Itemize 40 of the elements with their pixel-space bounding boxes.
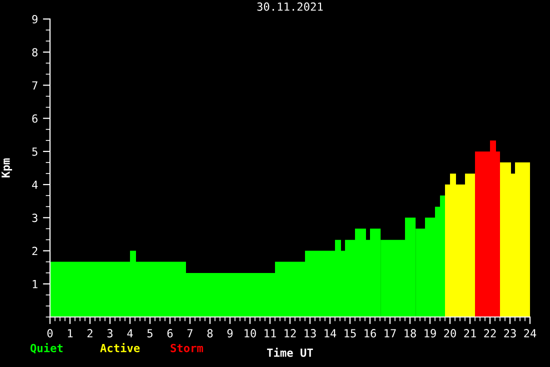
x-tick-label: 24 xyxy=(524,329,536,338)
x-tick-label: 10 xyxy=(244,329,256,338)
x-tick-label: 5 xyxy=(147,329,152,338)
x-axis-title: Time UT xyxy=(267,348,313,357)
x-tick-label: 13 xyxy=(304,329,316,338)
y-axis-title: Kpm xyxy=(2,158,12,178)
x-tick-label: 19 xyxy=(424,329,436,338)
x-tick-label: 0 xyxy=(47,329,53,338)
y-tick-label: 6 xyxy=(32,114,38,123)
y-tick-label: 5 xyxy=(32,148,38,156)
x-tick-label: 23 xyxy=(504,329,516,338)
x-tick-label: 18 xyxy=(404,329,416,338)
x-tick-label: 21 xyxy=(464,329,476,338)
x-tick-label: 11 xyxy=(264,329,276,338)
x-tick-label: 15 xyxy=(344,329,356,338)
x-tick-label: 6 xyxy=(167,329,173,338)
text: Storm xyxy=(170,344,204,352)
x-tick-label: 22 xyxy=(484,329,496,338)
y-tick-label: 4 xyxy=(32,180,38,189)
x-tick-label: 1 xyxy=(68,329,73,338)
chart-title: 30.11.2021 xyxy=(257,2,323,11)
text: Active xyxy=(100,343,140,352)
x-tick-label: 8 xyxy=(207,329,213,338)
y-tick-label: 3 xyxy=(32,214,38,222)
y-tick-label: 1 xyxy=(32,280,38,288)
x-tick-label: 3 xyxy=(107,329,113,338)
x-tick-label: 2 xyxy=(87,329,92,338)
x-tick-label: 16 xyxy=(364,329,376,338)
x-tick-label: 4 xyxy=(127,329,133,338)
y-tick-label: 2 xyxy=(32,246,38,256)
y-tick-label: 8 xyxy=(32,48,38,57)
x-tick-label: 14 xyxy=(324,329,336,338)
x-tick-label: 9 xyxy=(227,329,233,338)
y-tick-label: 7 xyxy=(32,81,38,90)
x-tick-label: 12 xyxy=(284,329,296,338)
x-tick-label: 17 xyxy=(384,329,396,338)
x-tick-label: 7 xyxy=(187,329,193,338)
text: Quiet xyxy=(30,343,63,354)
y-tick-label: 9 xyxy=(32,15,38,24)
x-tick-label: 20 xyxy=(444,329,456,338)
